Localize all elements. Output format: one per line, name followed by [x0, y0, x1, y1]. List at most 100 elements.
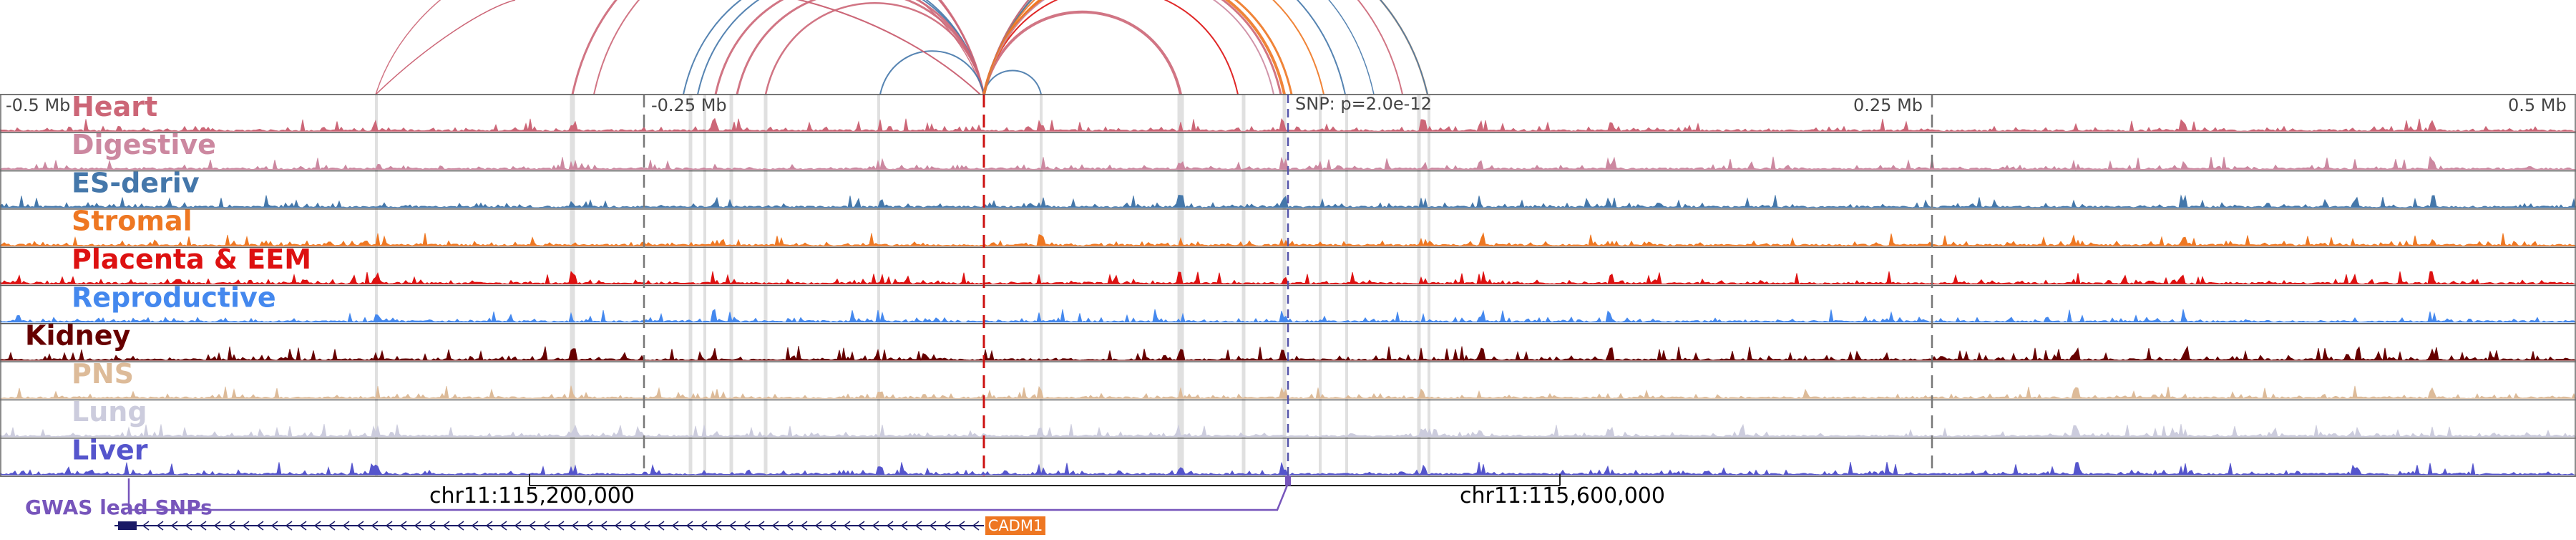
strand-arrow	[900, 521, 908, 531]
track-labels: Heart Digestive ES-deriv Stromal Placenta & …	[25, 91, 311, 466]
signal-2	[0, 194, 2576, 208]
strand-arrow	[728, 521, 736, 531]
signal-5	[0, 309, 2576, 323]
strand-arrow	[542, 521, 550, 531]
strand-arrow	[213, 521, 221, 531]
interaction-arc	[983, 69, 1042, 95]
track-label-1: Digestive	[72, 129, 216, 160]
strand-arrow	[657, 521, 665, 531]
strand-arrow	[328, 521, 336, 531]
interaction-arc	[736, 0, 985, 95]
strand-arrow	[743, 521, 751, 531]
strand-arrow	[771, 521, 779, 531]
axis-label-0.5mb: 0.5 Mb	[2508, 95, 2567, 115]
strand-arrow	[499, 521, 507, 531]
strand-arrow	[686, 521, 693, 531]
strand-arrow	[700, 521, 708, 531]
track-label-3: Stromal	[72, 206, 192, 237]
strand-arrow	[886, 521, 894, 531]
strand-arrow	[356, 521, 364, 531]
strand-arrow	[614, 521, 622, 531]
axis-label-minus-0.25mb: -0.25 Mb	[651, 95, 727, 115]
strand-arrow	[843, 521, 851, 531]
gwas-connector	[127, 476, 1291, 511]
gwas-snp-marker	[1285, 476, 1291, 486]
gene-label-box	[985, 516, 1045, 535]
strand-arrow	[199, 521, 207, 531]
strand-arrow	[299, 521, 307, 531]
strand-arrow	[185, 521, 192, 531]
strand-arrow	[557, 521, 565, 531]
interaction-arc	[982, 0, 1429, 95]
track-label-0: Heart	[72, 91, 157, 122]
strand-arrow	[585, 521, 593, 531]
strand-arrow	[228, 521, 235, 531]
axis-label-minus-0.5mb: -0.5 Mb	[6, 95, 70, 115]
track-label-2: ES-deriv	[72, 167, 200, 198]
strand-arrow	[485, 521, 493, 531]
track-label-7: PNS	[72, 358, 134, 390]
strand-arrow	[313, 521, 321, 531]
strand-arrow	[943, 521, 951, 531]
interaction-arc	[797, 0, 981, 95]
interaction-arc	[983, 0, 1324, 95]
interaction-arc	[983, 0, 1239, 95]
signal-8	[0, 423, 2576, 438]
snp-pvalue-label: SNP: p=2.0e-12	[1295, 94, 1432, 114]
strand-arrow	[471, 521, 479, 531]
strand-arrow	[714, 521, 722, 531]
track-label-6: Kidney	[25, 320, 130, 352]
track-label-9: Liver	[72, 435, 148, 466]
strand-arrow	[142, 521, 150, 531]
strand-arrow	[872, 521, 879, 531]
track-label-8: Lung	[72, 396, 147, 428]
strand-arrow	[457, 521, 464, 531]
gene-track: CADM1	[114, 516, 1045, 535]
coord-label-left: chr11:115,200,000	[429, 483, 635, 508]
track-label-4: Placenta & EEM	[72, 244, 311, 275]
interaction-arcs	[375, 0, 1429, 95]
strand-arrow	[671, 521, 679, 531]
strand-arrow	[242, 521, 250, 531]
strand-arrow	[757, 521, 765, 531]
interaction-arc	[571, 0, 985, 95]
coordinate-ruler: chr11:115,200,000 chr11:115,600,000	[429, 474, 1665, 508]
strand-arrow	[528, 521, 536, 531]
strand-arrow	[800, 521, 808, 531]
strand-arrow	[156, 521, 164, 531]
strand-arrow	[914, 521, 922, 531]
strand-arrow	[786, 521, 794, 531]
interaction-arc	[982, 11, 1182, 95]
strand-arrow	[270, 521, 278, 531]
strand-arrow	[929, 521, 937, 531]
track-label-5: Reproductive	[72, 281, 276, 313]
interaction-arc	[983, 0, 1346, 95]
strand-arrow	[399, 521, 407, 531]
strand-arrow	[428, 521, 436, 531]
strand-arrow	[385, 521, 393, 531]
strand-arrow	[829, 521, 836, 531]
interaction-arc	[983, 0, 1375, 95]
interaction-arc	[983, 0, 1403, 95]
strand-arrow	[256, 521, 264, 531]
strand-arrow	[628, 521, 636, 531]
axis-label-0.25mb: 0.25 Mb	[1853, 95, 1923, 115]
interaction-arc	[982, 0, 1293, 95]
strand-arrow	[514, 521, 522, 531]
strand-arrow	[814, 521, 822, 531]
strand-arrow	[972, 521, 980, 531]
gene-name-label: CADM1	[988, 517, 1043, 534]
strand-arrow	[643, 521, 650, 531]
coord-label-right: chr11:115,600,000	[1460, 483, 1665, 508]
gwas-lead-snps-label: GWAS lead SNPs	[25, 496, 213, 519]
strand-arrow	[857, 521, 865, 531]
strand-arrow	[285, 521, 293, 531]
strand-arrow	[571, 521, 579, 531]
interaction-arc	[983, 0, 1428, 95]
strand-arrow	[442, 521, 450, 531]
strand-arrow	[414, 521, 421, 531]
interaction-arc	[983, 0, 1274, 95]
interaction-arc	[593, 0, 985, 95]
interaction-arc	[982, 0, 1282, 95]
